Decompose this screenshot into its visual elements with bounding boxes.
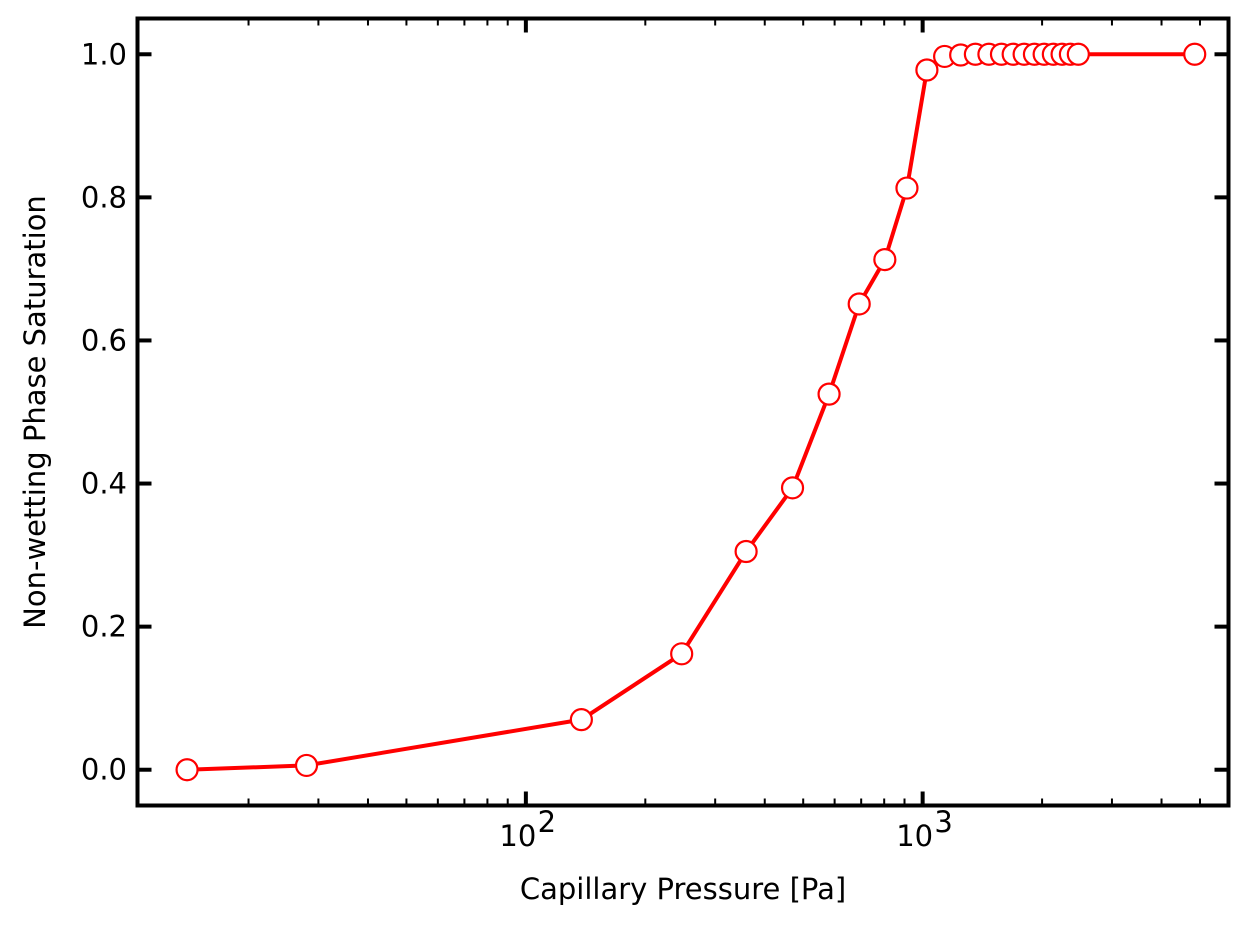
x-tick-label: 10 [896,819,933,853]
data-point [873,248,897,272]
data-point [1066,42,1090,66]
data-point [895,176,919,200]
x-tick-label-exponent: 2 [538,805,556,839]
y-tick-label: 0.0 [81,753,127,787]
y-tick-label: 0.8 [81,180,127,214]
y-tick-label: 0.2 [81,610,127,644]
plot-frame [135,16,1231,808]
y-axis-label: Non-wetting Phase Saturation [18,195,52,629]
data-point [734,539,758,564]
data-point [847,292,871,316]
data-point [294,753,319,778]
data-point [175,758,199,782]
x-tick-label-exponent: 3 [934,805,952,839]
data-point [569,708,593,732]
y-tick-label: 0.6 [81,323,127,357]
data-point [915,58,939,82]
y-tick-label: 0.4 [81,467,127,501]
data-point [780,476,805,500]
axis-ticks [137,18,1229,806]
x-axis-label: Capillary Pressure [Pa] [520,872,846,906]
data-series [175,42,1207,782]
data-point [670,642,694,666]
tick-labels: 0.00.20.40.60.81.010 2 10 3 [81,37,953,853]
data-point [1183,42,1207,66]
data-point [817,382,841,406]
x-tick-label: 10 [499,819,536,853]
y-tick-label: 1.0 [81,37,127,71]
